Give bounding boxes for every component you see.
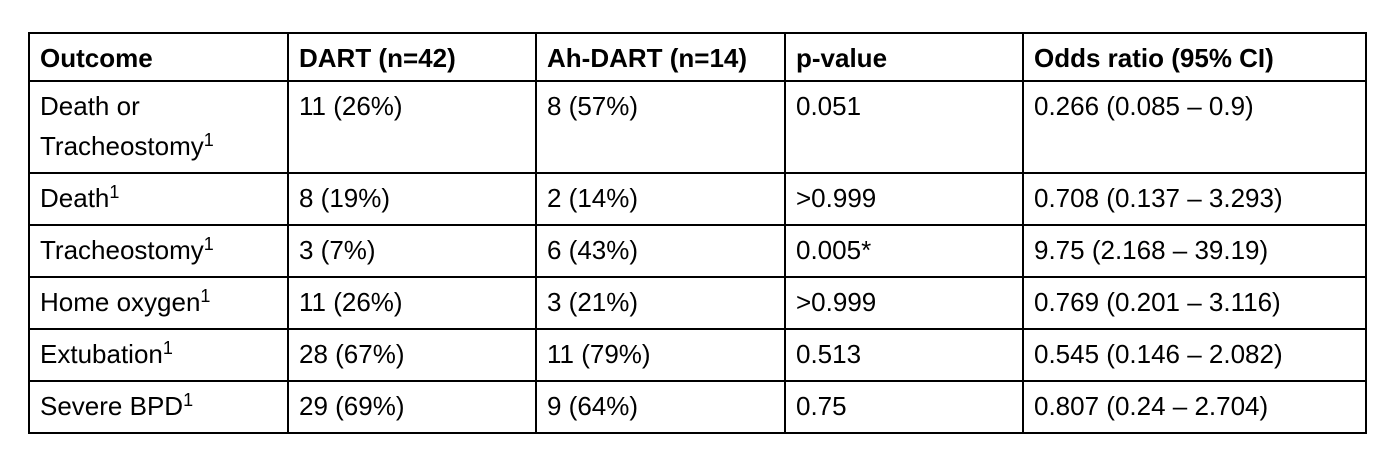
cell-dart: 11 (26%) [287, 80, 537, 174]
cell-p-value: >0.999 [784, 172, 1024, 226]
footnote-marker: 1 [200, 286, 211, 306]
cell-outcome: Death1 [28, 172, 289, 226]
cell-odds-ratio: 0.545 (0.146 – 2.082) [1022, 328, 1367, 382]
cell-outcome: Extubation1 [28, 328, 289, 382]
cell-odds-ratio: 0.708 (0.137 – 3.293) [1022, 172, 1367, 226]
table-row: Home oxygen1 11 (26%) 3 (21%) >0.999 0.7… [28, 276, 1367, 330]
cell-dart: 3 (7%) [287, 224, 537, 278]
cell-ah-dart: 6 (43%) [535, 224, 786, 278]
footnote-marker: 1 [203, 130, 214, 150]
cell-ah-dart: 9 (64%) [535, 380, 786, 434]
table-row: Death or Tracheostomy1 11 (26%) 8 (57%) … [28, 80, 1367, 174]
header-odds-ratio: Odds ratio (95% CI) [1022, 32, 1367, 82]
table-row: Tracheostomy1 3 (7%) 6 (43%) 0.005* 9.75… [28, 224, 1367, 278]
table-row: Extubation1 28 (67%) 11 (79%) 0.513 0.54… [28, 328, 1367, 382]
header-ah-dart: Ah-DART (n=14) [535, 32, 786, 82]
cell-odds-ratio: 0.769 (0.201 – 3.116) [1022, 276, 1367, 330]
cell-odds-ratio: 0.266 (0.085 – 0.9) [1022, 80, 1367, 174]
cell-p-value: 0.005* [784, 224, 1024, 278]
cell-dart: 11 (26%) [287, 276, 537, 330]
cell-p-value: >0.999 [784, 276, 1024, 330]
cell-ah-dart: 8 (57%) [535, 80, 786, 174]
outcome-label: Tracheostomy [40, 235, 204, 265]
cell-p-value: 0.513 [784, 328, 1024, 382]
cell-dart: 29 (69%) [287, 380, 537, 434]
outcomes-table: Outcome DART (n=42) Ah-DART (n=14) p-val… [28, 32, 1367, 434]
cell-odds-ratio: 9.75 (2.168 – 39.19) [1022, 224, 1367, 278]
cell-dart: 8 (19%) [287, 172, 537, 226]
outcome-label: Home oxygen [40, 287, 201, 317]
cell-outcome: Death or Tracheostomy1 [28, 80, 289, 174]
footnote-marker: 1 [109, 182, 120, 202]
header-dart: DART (n=42) [287, 32, 537, 82]
outcome-label: Extubation [40, 339, 163, 369]
footnote-marker: 1 [203, 234, 214, 254]
table-row: Severe BPD1 29 (69%) 9 (64%) 0.75 0.807 … [28, 380, 1367, 434]
header-outcome: Outcome [28, 32, 289, 82]
cell-ah-dart: 3 (21%) [535, 276, 786, 330]
cell-dart: 28 (67%) [287, 328, 537, 382]
cell-outcome: Home oxygen1 [28, 276, 289, 330]
cell-outcome: Severe BPD1 [28, 380, 289, 434]
outcome-label: Death [40, 183, 110, 213]
header-p-value: p-value [784, 32, 1024, 82]
cell-ah-dart: 2 (14%) [535, 172, 786, 226]
footnote-marker: 1 [162, 338, 173, 358]
cell-odds-ratio: 0.807 (0.24 – 2.704) [1022, 380, 1367, 434]
outcomes-table-container: Outcome DART (n=42) Ah-DART (n=14) p-val… [28, 32, 1367, 434]
footnote-marker: 1 [183, 390, 194, 410]
outcome-label: Death or Tracheostomy [40, 91, 204, 161]
table-header-row: Outcome DART (n=42) Ah-DART (n=14) p-val… [28, 32, 1367, 82]
cell-p-value: 0.75 [784, 380, 1024, 434]
cell-outcome: Tracheostomy1 [28, 224, 289, 278]
cell-ah-dart: 11 (79%) [535, 328, 786, 382]
table-row: Death1 8 (19%) 2 (14%) >0.999 0.708 (0.1… [28, 172, 1367, 226]
cell-p-value: 0.051 [784, 80, 1024, 174]
outcome-label: Severe BPD [40, 391, 184, 421]
